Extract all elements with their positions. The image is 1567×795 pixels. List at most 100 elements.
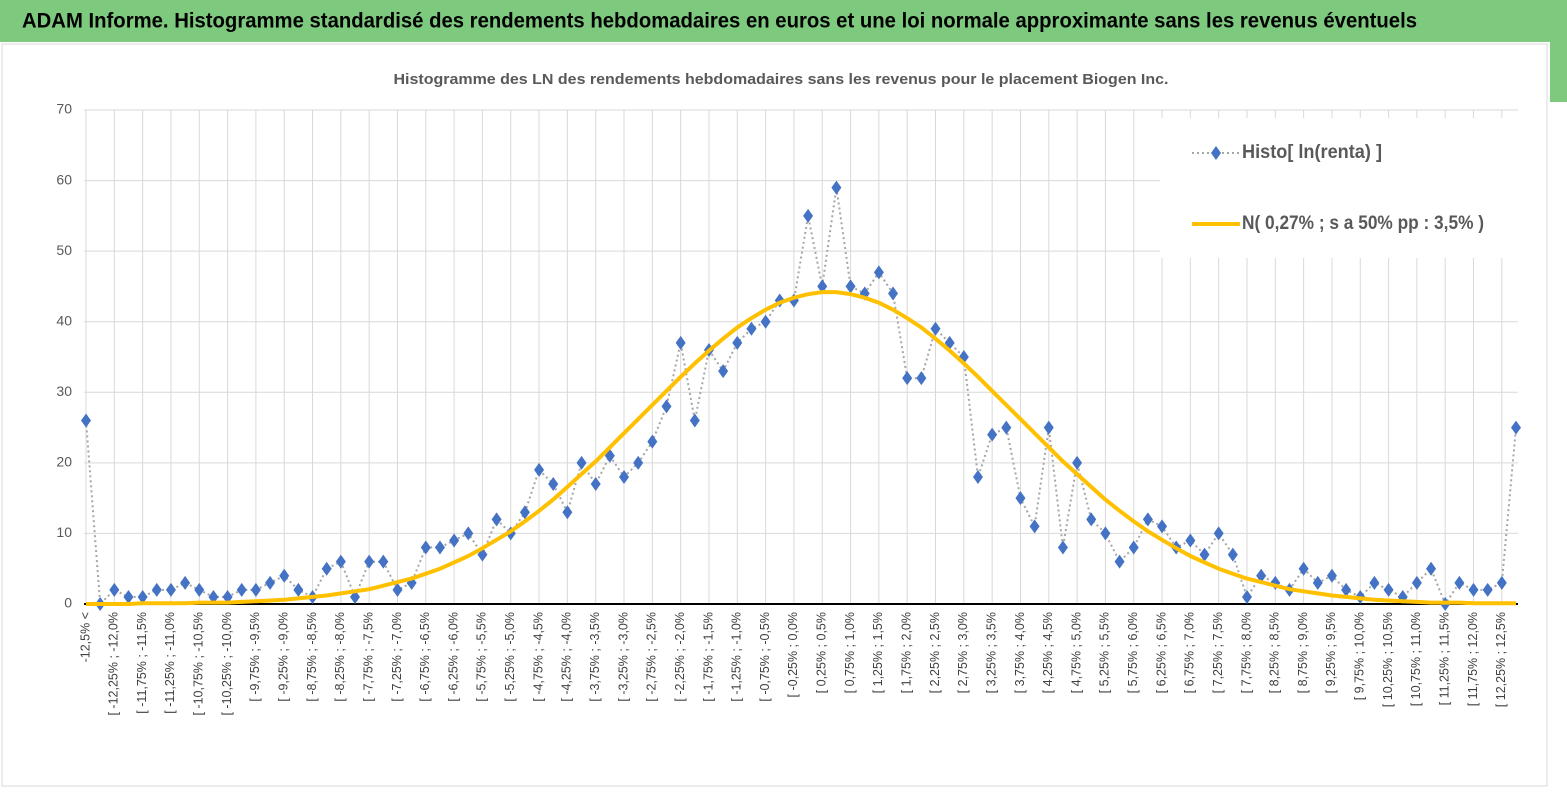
y-tick-label: 10 <box>56 524 72 540</box>
chart-frame <box>1 43 1548 787</box>
data-point <box>1227 547 1238 562</box>
x-tick-label: [ 0,75% ; 1,0% <box>843 612 857 693</box>
legend-label: N( 0,27% ; s a 50% pp : 3,5% ) <box>1242 213 1484 234</box>
data-point <box>463 526 474 541</box>
x-tick-label: [ -8,75% ; -8,5% <box>305 612 319 702</box>
x-tick-label: [ 3,75% ; 4,0% <box>1013 612 1027 693</box>
header-strip <box>1550 42 1567 102</box>
data-point <box>888 286 899 301</box>
data-point <box>1454 575 1465 590</box>
page-title: ADAM Informe. Histogramme standardisé de… <box>22 10 1417 33</box>
data-point <box>987 427 998 442</box>
data-point <box>109 582 120 597</box>
x-tick-label: [ -6,25% ; -6,0% <box>446 612 460 702</box>
x-tick-label: [ -5,75% ; -5,5% <box>475 612 489 702</box>
data-point <box>378 554 389 569</box>
data-point <box>689 413 700 428</box>
data-point <box>803 208 814 223</box>
data-point <box>1411 575 1422 590</box>
data-point <box>817 279 828 294</box>
data-point <box>1100 526 1111 541</box>
x-tick-label: [ 0,25% ; 0,5% <box>815 612 829 693</box>
data-point <box>151 582 162 597</box>
data-point <box>661 399 672 414</box>
x-tick-label: [ 6,75% ; 7,0% <box>1183 612 1197 693</box>
data-point <box>1468 582 1479 597</box>
data-point <box>491 512 502 527</box>
data-point <box>831 180 842 195</box>
data-point <box>732 335 743 350</box>
x-tick-label: [ 10,75% ; 11,0% <box>1409 612 1423 706</box>
header-bar <box>0 0 1567 42</box>
data-point <box>519 505 530 520</box>
x-tick-label: [ -6,75% ; -6,5% <box>418 612 432 702</box>
legend-marker <box>1211 146 1221 160</box>
data-point <box>845 279 856 294</box>
x-tick-label: [ -3,75% ; -3,5% <box>588 612 602 702</box>
y-tick-label: 20 <box>56 454 72 470</box>
data-point <box>746 321 757 336</box>
y-tick-label: 50 <box>56 242 72 258</box>
x-tick-label: [ -3,25% ; -3,0% <box>616 612 630 702</box>
x-tick-label: [ -2,25% ; -2,0% <box>673 612 687 702</box>
data-point <box>1128 540 1139 555</box>
data-point <box>633 455 644 470</box>
data-point <box>434 540 445 555</box>
data-point <box>1043 420 1054 435</box>
data-point <box>1383 582 1394 597</box>
x-tick-label: [ -2,75% ; -2,5% <box>645 612 659 702</box>
x-tick-label: [ -4,75% ; -4,5% <box>531 612 545 702</box>
data-point <box>81 413 91 428</box>
x-tick-label: [ 9,25% ; 9,5% <box>1324 612 1338 693</box>
x-tick-label: [ 2,25% ; 2,5% <box>928 612 942 693</box>
data-point <box>1496 575 1507 590</box>
data-point <box>590 477 601 492</box>
x-tick-label: [ -8,25% ; -8,0% <box>333 612 347 702</box>
x-tick-label: [ 11,75% ; 12,0% <box>1466 612 1480 706</box>
y-tick-label: 60 <box>56 171 72 187</box>
data-point <box>718 364 729 379</box>
x-tick-label: [ 11,25% ; 11,5% <box>1438 612 1452 705</box>
x-tick-label: [ -9,75% ; -9,5% <box>248 612 262 702</box>
data-point <box>1482 582 1493 597</box>
data-point <box>1511 420 1521 435</box>
data-point <box>548 477 559 492</box>
normal-curve <box>86 290 1516 606</box>
x-tick-label: [ 7,75% ; 8,0% <box>1239 612 1253 693</box>
x-tick-label: [ 1,75% ; 2,0% <box>899 612 913 693</box>
data-point <box>420 540 431 555</box>
data-point <box>321 561 332 576</box>
x-tick-label: [ 2,75% ; 3,0% <box>956 612 970 693</box>
data-point <box>1426 561 1437 576</box>
data-point <box>1256 568 1267 583</box>
data-point <box>972 469 983 484</box>
data-point <box>1001 420 1012 435</box>
data-point <box>449 533 460 548</box>
data-point <box>1298 561 1309 576</box>
data-point <box>1029 519 1040 534</box>
data-point <box>250 582 261 597</box>
x-tick-label: [ 10,25% ; 10,5% <box>1381 612 1395 707</box>
x-tick-label: [ -4,25% ; -4,0% <box>560 612 574 702</box>
x-tick-label: [ 1,25% ; 1,5% <box>871 612 885 693</box>
data-point <box>1114 554 1125 569</box>
data-point <box>165 582 176 597</box>
y-tick-label: 70 <box>56 101 72 117</box>
data-point <box>562 505 573 520</box>
data-point <box>293 582 304 597</box>
data-point <box>392 582 403 597</box>
data-point <box>265 575 276 590</box>
x-tick-label: [ -7,25% ; -7,0% <box>390 612 404 702</box>
x-tick-label: [ 8,75% ; 9,0% <box>1296 612 1310 693</box>
x-tick-label: [ 12,25% ; 12,5% <box>1494 612 1508 707</box>
x-tick-label: [ 6,25% ; 6,5% <box>1154 612 1168 693</box>
data-point <box>1326 568 1337 583</box>
data-point <box>930 321 941 336</box>
data-point <box>194 582 205 597</box>
data-point <box>534 462 545 477</box>
data-point <box>1185 533 1196 548</box>
x-tick-label: [ 3,25% ; 3,5% <box>984 612 998 693</box>
y-tick-label: 30 <box>56 383 72 399</box>
data-point <box>222 589 233 604</box>
